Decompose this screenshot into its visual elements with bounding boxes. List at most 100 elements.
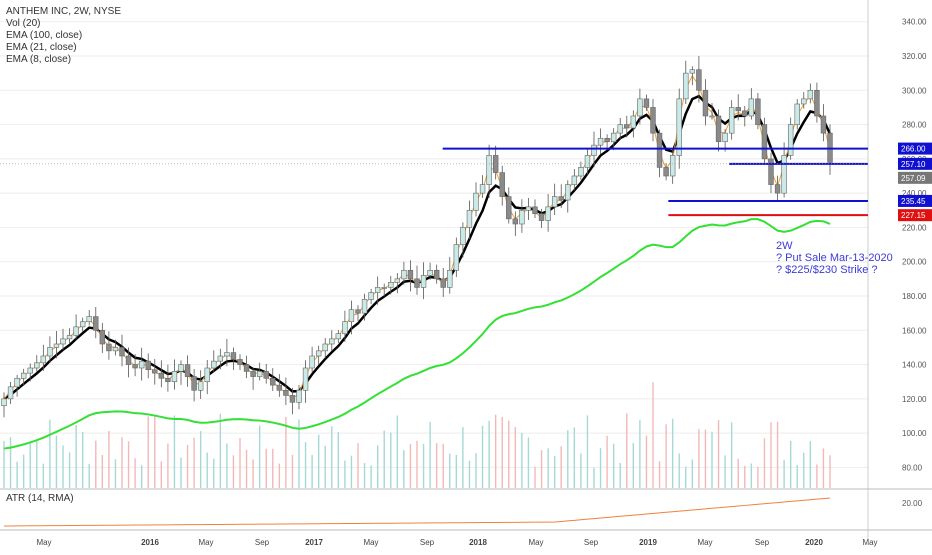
volume-bar: [449, 453, 451, 488]
volume-bar: [494, 414, 497, 488]
candle-up: [669, 155, 676, 177]
candle-down: [696, 69, 702, 91]
volume-bar: [619, 463, 621, 488]
volume-bar: [258, 425, 261, 488]
price-label-box: [898, 171, 932, 184]
candle-up: [460, 227, 466, 245]
candle-down: [558, 196, 564, 201]
volume-bar: [403, 450, 405, 488]
candle-up: [7, 386, 14, 400]
candle-up: [453, 244, 460, 271]
price-label-text: 266.00: [901, 145, 926, 154]
annotation-line-3: ? $225/$230 Strike ?: [776, 264, 878, 276]
volume-bar: [154, 414, 156, 488]
volume-bar: [540, 450, 543, 488]
volume-bar: [514, 426, 517, 488]
candle-down: [184, 364, 191, 377]
candle-down: [650, 107, 656, 134]
candle-down: [663, 167, 669, 177]
candle-up: [676, 98, 682, 156]
volume-bar: [717, 420, 720, 488]
candle-up: [211, 360, 217, 369]
candle-up: [683, 72, 689, 100]
volume-bar: [167, 443, 169, 488]
volume-bar: [763, 438, 766, 488]
candle-down: [99, 329, 106, 345]
candle-down: [702, 89, 709, 117]
volume-bar: [468, 460, 471, 488]
volume-bar: [724, 455, 726, 488]
price-label-box: [898, 142, 932, 155]
volume-bar: [357, 443, 359, 488]
candle-down: [774, 184, 781, 194]
volume-bar: [409, 443, 412, 488]
x-tick-label: May: [697, 538, 712, 547]
volume-bar: [711, 431, 713, 488]
candle-down: [289, 395, 296, 403]
volume-bar: [396, 415, 399, 488]
volume-bar: [678, 453, 680, 488]
volume-bar: [553, 456, 556, 488]
candle-up: [86, 316, 92, 323]
candle-up: [388, 281, 394, 288]
volume-bar: [239, 437, 241, 488]
candle-up: [34, 362, 40, 369]
candle-up: [591, 144, 597, 156]
volume-bar: [606, 435, 608, 488]
candle-up: [466, 209, 473, 228]
volume-bar: [140, 465, 143, 488]
candle-down: [119, 347, 125, 357]
y-tick-label: 240.00: [902, 189, 927, 198]
volume-bar: [344, 460, 346, 488]
volume-bar: [822, 448, 825, 488]
price-label-text: 227.15: [901, 211, 926, 220]
candle-up: [584, 155, 591, 168]
candle-up: [20, 372, 27, 379]
candle-up: [781, 155, 787, 194]
volume-bar: [304, 442, 307, 488]
candle-down: [755, 98, 761, 125]
volume-bar: [49, 419, 51, 488]
price-label-box: [898, 194, 932, 207]
candle-up: [73, 326, 79, 336]
y-tick-label: 300.00: [902, 86, 927, 95]
volume-bar: [121, 437, 123, 488]
candle-up: [394, 278, 401, 283]
indicator-ema100: EMA (100, close): [6, 30, 83, 41]
candle-up: [374, 287, 381, 293]
volume-bar: [501, 417, 503, 488]
candle-up: [66, 335, 73, 340]
volume-bar: [435, 443, 438, 488]
volume-bar: [370, 465, 372, 488]
volume-bar: [521, 432, 523, 488]
x-tick-label: May: [528, 538, 543, 547]
candle-up: [630, 115, 637, 129]
candle-down: [742, 110, 748, 117]
volume-bar: [789, 440, 792, 488]
candle-down: [735, 107, 741, 112]
volume-bar: [206, 452, 208, 488]
y-tick-label: 200.00: [902, 258, 927, 267]
candle-up: [551, 196, 558, 208]
volume-bar: [278, 463, 281, 488]
volume-bar: [101, 455, 104, 488]
candle-down: [125, 355, 132, 365]
volume-bar: [586, 415, 589, 488]
candle-up: [348, 309, 355, 323]
candle-down: [532, 206, 538, 215]
volume-bar: [803, 452, 805, 488]
y-tick-label: 280.00: [902, 121, 927, 130]
volume-bar: [272, 448, 274, 488]
candle-up: [637, 98, 643, 117]
candle-up: [578, 167, 584, 177]
candle-down: [414, 278, 420, 288]
candle-up: [479, 184, 486, 194]
candle-up: [368, 292, 374, 300]
volume-bar: [691, 459, 694, 488]
volume-bar: [331, 426, 333, 488]
volume-bar: [75, 425, 77, 488]
volume-bar: [730, 422, 733, 488]
volume-bar: [16, 461, 18, 488]
candle-up: [486, 155, 492, 185]
candle-up: [256, 371, 263, 377]
